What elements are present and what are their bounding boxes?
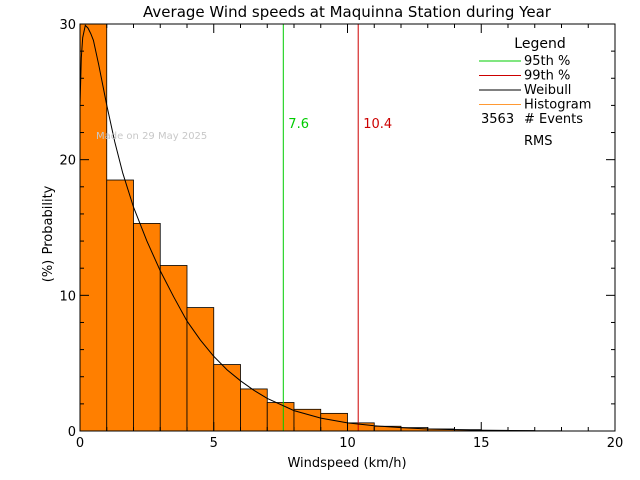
watermark-text: Made on 29 May 2025: [96, 131, 207, 142]
axis-ticks: [79, 23, 616, 432]
legend-events-count: 3563: [481, 112, 514, 127]
x-tick-label: 0: [76, 436, 84, 451]
legend-entry-label: Weibull: [524, 83, 571, 98]
histogram-bar: [133, 223, 161, 432]
x-tick-label: 5: [210, 436, 218, 451]
histogram-bars: [79, 23, 562, 432]
legend-entry-label: 99th %: [524, 69, 570, 84]
histogram-bar: [159, 265, 188, 432]
histogram-bar: [213, 364, 241, 432]
y-tick-label: 30: [59, 18, 76, 33]
legend-title: Legend: [514, 36, 565, 52]
x-tick-label: 15: [473, 436, 490, 451]
x-axis-label: Windspeed (km/h): [287, 456, 406, 471]
histogram-bar: [106, 179, 134, 432]
percentile-label: 10.4: [363, 117, 392, 132]
percentile-lines: [282, 24, 359, 431]
y-tick-label: 0: [68, 425, 76, 440]
legend-rms-label: RMS: [524, 134, 553, 149]
legend-events-label: # Events: [524, 112, 583, 127]
chart-title: Average Wind speeds at Maquinna Station …: [143, 3, 552, 21]
legend-entry-label: 95th %: [524, 54, 570, 69]
y-tick-label: 20: [59, 154, 76, 169]
histogram-bar: [79, 23, 108, 432]
x-tick-label: 20: [607, 436, 624, 451]
histogram-bar: [293, 408, 322, 432]
axis-tick-labels: 0 5 10 15 20 0 10 20 30: [59, 18, 623, 451]
legend-entry-label: Histogram: [524, 98, 591, 113]
weibull-curve: [79, 24, 535, 432]
x-tick-label: 10: [339, 436, 356, 451]
percentile-labels: 7.6 10.4: [288, 117, 392, 132]
y-axis-unit: (%): [41, 260, 56, 283]
y-axis-label: Probability: [41, 185, 56, 254]
y-tick-label: 10: [59, 289, 76, 304]
histogram-bar: [266, 402, 295, 432]
percentile-label: 7.6: [288, 117, 309, 132]
histogram-bar: [240, 388, 268, 432]
